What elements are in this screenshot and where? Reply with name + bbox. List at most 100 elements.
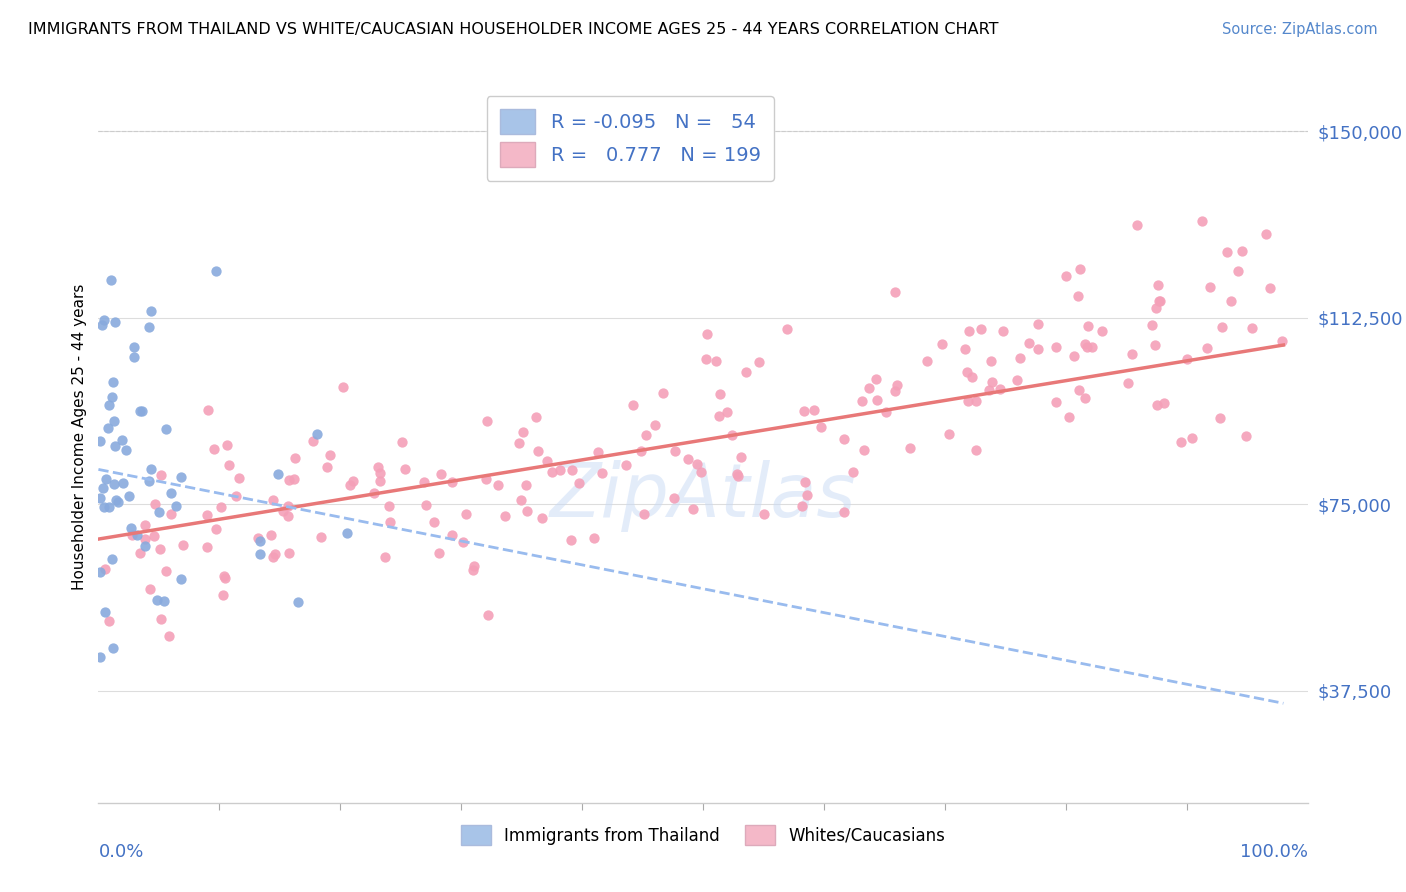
Point — [215, 438, 238, 452]
Point — [378, 499, 401, 513]
Point — [368, 474, 391, 488]
Text: 100.0%: 100.0% — [1240, 843, 1308, 861]
Point — [1054, 269, 1077, 284]
Point — [423, 515, 446, 529]
Point — [1074, 391, 1097, 405]
Point — [536, 454, 558, 468]
Point — [415, 499, 437, 513]
Point — [367, 459, 389, 474]
Point — [664, 491, 686, 505]
Point — [134, 532, 156, 546]
Point — [793, 475, 815, 489]
Point — [97, 398, 120, 412]
Point — [644, 417, 666, 432]
Point — [1254, 227, 1277, 241]
Point — [225, 489, 247, 503]
Point — [957, 324, 980, 338]
Point — [540, 465, 562, 479]
Point — [1045, 395, 1067, 409]
Point — [810, 420, 832, 434]
Point — [1010, 351, 1032, 365]
Point — [803, 402, 825, 417]
Legend: Immigrants from Thailand, Whites/Caucasians: Immigrants from Thailand, Whites/Caucasi… — [453, 817, 953, 853]
Point — [709, 387, 731, 401]
Point — [486, 477, 509, 491]
Point — [1045, 340, 1067, 354]
Point — [374, 549, 396, 564]
Point — [121, 527, 143, 541]
Point — [938, 426, 960, 441]
Point — [104, 439, 127, 453]
Point — [103, 315, 125, 329]
Point — [614, 458, 637, 473]
Point — [155, 564, 177, 578]
Point — [120, 520, 142, 534]
Point — [1091, 324, 1114, 338]
Point — [152, 593, 174, 607]
Point — [129, 546, 152, 560]
Point — [727, 469, 749, 483]
Point — [264, 547, 287, 561]
Point — [1230, 244, 1253, 259]
Text: ZipAtlas: ZipAtlas — [550, 459, 856, 532]
Point — [461, 563, 484, 577]
Point — [1146, 398, 1168, 412]
Point — [283, 472, 305, 486]
Point — [143, 497, 166, 511]
Point — [508, 435, 530, 450]
Point — [858, 381, 880, 395]
Point — [93, 312, 115, 326]
Point — [332, 380, 354, 394]
Point — [115, 443, 138, 458]
Point — [262, 550, 284, 565]
Point — [170, 470, 193, 484]
Point — [796, 488, 818, 502]
Point — [197, 402, 219, 417]
Point — [440, 528, 463, 542]
Point — [267, 467, 290, 481]
Point — [1147, 277, 1170, 292]
Point — [204, 264, 226, 278]
Point — [965, 442, 987, 457]
Point — [1234, 429, 1257, 443]
Point — [89, 650, 111, 665]
Point — [218, 458, 240, 472]
Point — [793, 403, 815, 417]
Point — [101, 391, 124, 405]
Point — [1195, 341, 1218, 355]
Point — [441, 475, 464, 489]
Point — [991, 324, 1014, 338]
Point — [93, 500, 115, 514]
Point — [591, 466, 613, 480]
Point — [790, 500, 813, 514]
Point — [247, 531, 270, 545]
Point — [149, 612, 172, 626]
Point — [734, 365, 756, 379]
Point — [172, 538, 194, 552]
Point — [339, 477, 361, 491]
Point — [886, 378, 908, 392]
Text: Source: ZipAtlas.com: Source: ZipAtlas.com — [1222, 22, 1378, 37]
Point — [1069, 262, 1091, 277]
Point — [832, 505, 855, 519]
Point — [853, 442, 876, 457]
Point — [898, 441, 921, 455]
Point — [368, 466, 391, 480]
Point — [260, 528, 283, 542]
Point — [527, 444, 550, 458]
Point — [1149, 293, 1171, 308]
Point — [427, 546, 450, 560]
Point — [278, 546, 301, 560]
Point — [202, 442, 225, 457]
Point — [94, 472, 117, 486]
Point — [696, 327, 718, 342]
Point — [342, 474, 364, 488]
Point — [704, 354, 727, 368]
Point — [205, 522, 228, 536]
Point — [155, 422, 177, 436]
Point — [262, 492, 284, 507]
Point — [319, 448, 342, 462]
Point — [94, 562, 117, 576]
Point — [1271, 334, 1294, 349]
Point — [138, 320, 160, 334]
